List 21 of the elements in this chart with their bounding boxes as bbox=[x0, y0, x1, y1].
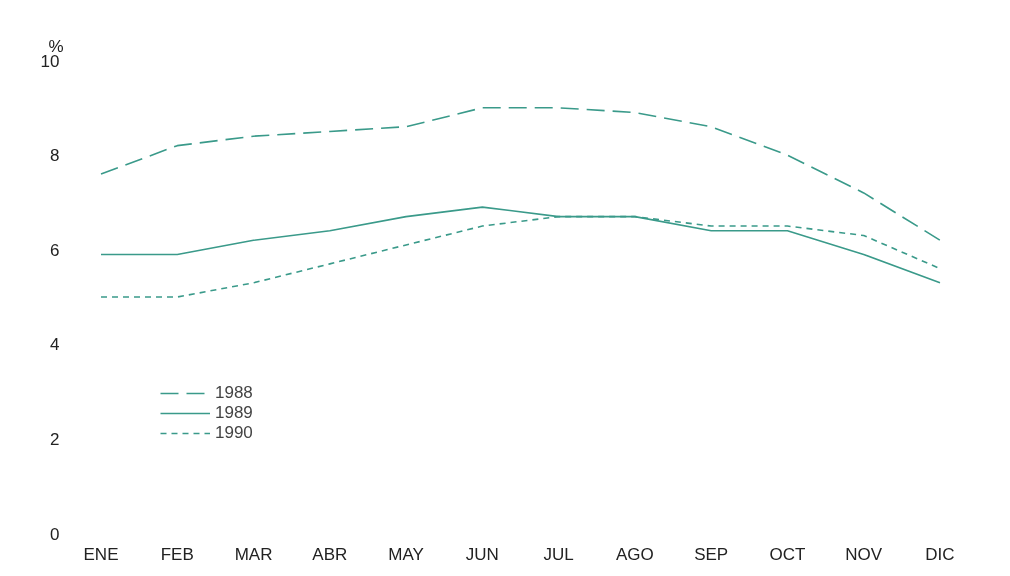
x-tick-label: OCT bbox=[769, 544, 806, 564]
y-tick-label: 8 bbox=[50, 146, 60, 166]
x-tick-label: NOV bbox=[845, 544, 883, 564]
line-series bbox=[100, 107, 941, 242]
y-tick-label: 2 bbox=[50, 429, 60, 449]
y-tick-label: 6 bbox=[50, 240, 60, 260]
x-tick-label: SEP bbox=[694, 544, 729, 564]
x-tick-label: MAY bbox=[388, 544, 424, 564]
y-tick-label: 4 bbox=[50, 335, 60, 355]
x-tick-label: MAR bbox=[234, 544, 273, 564]
x-tick-label: AGO bbox=[616, 544, 654, 564]
legend-label: 1988 bbox=[215, 383, 253, 403]
x-tick-label: JUN bbox=[465, 544, 499, 564]
x-tick-label: FEB bbox=[160, 544, 194, 564]
x-tick-label: ENE bbox=[83, 544, 119, 564]
legend-label: 1990 bbox=[215, 423, 253, 443]
legend-label: 1989 bbox=[215, 403, 253, 423]
y-tick-label: 0 bbox=[50, 524, 60, 544]
x-tick-label: ABR bbox=[312, 544, 348, 564]
x-tick-label: JUL bbox=[543, 544, 574, 564]
x-tick-label: DIC bbox=[925, 544, 955, 564]
